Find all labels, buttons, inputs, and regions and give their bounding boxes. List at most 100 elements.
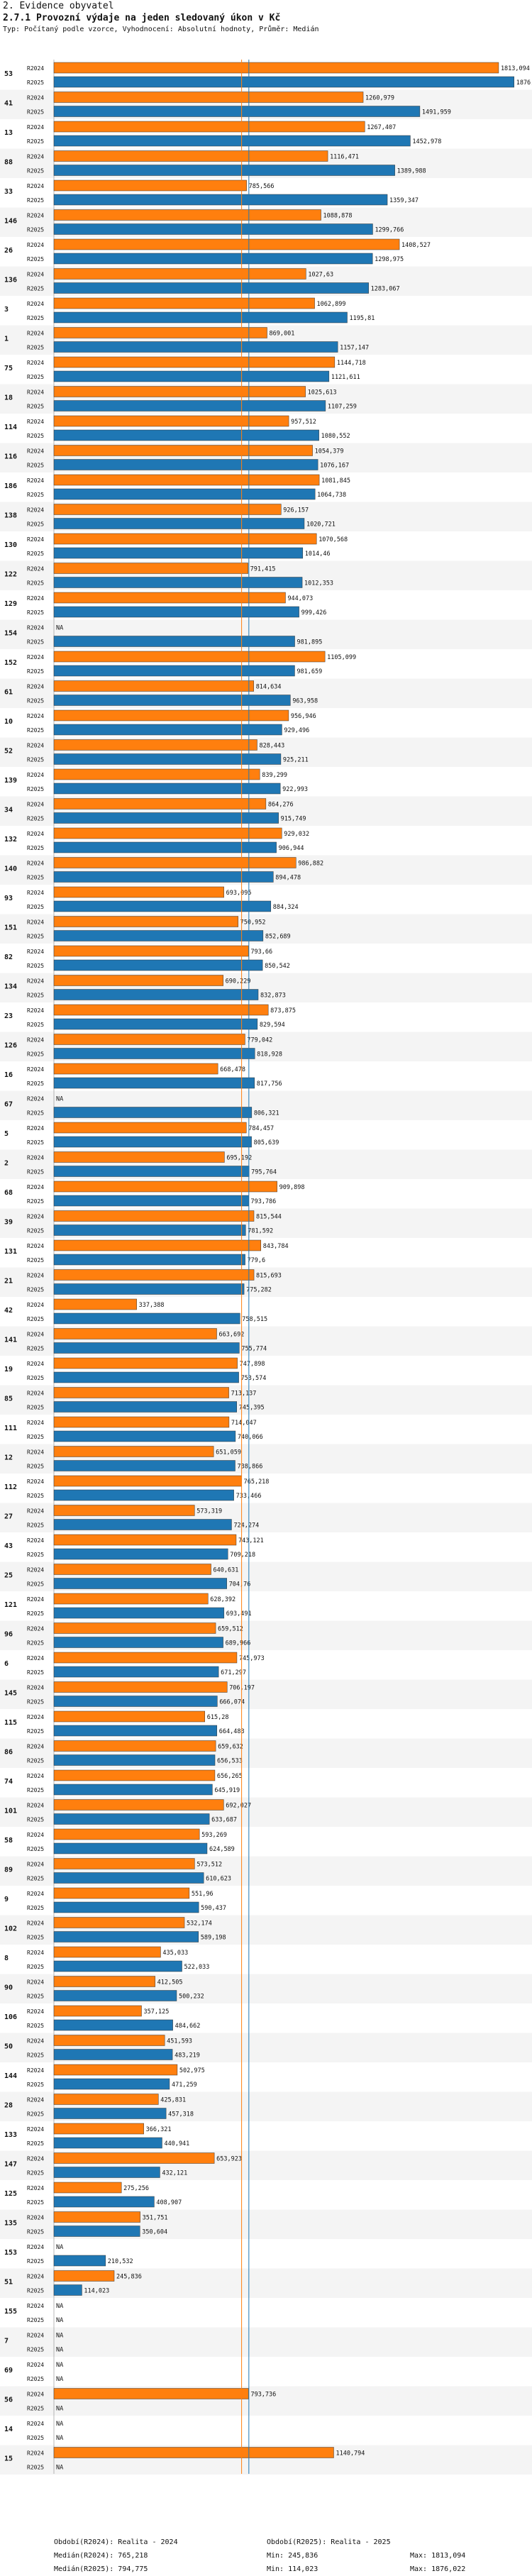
value-label-r2025-39: 781,592 xyxy=(248,1228,273,1235)
bar-r2024-34 xyxy=(53,798,267,809)
bar-r2024-27 xyxy=(53,1505,195,1516)
legend-r2024: Období(R2024): Realita - 2024 xyxy=(54,2538,178,2546)
value-label-r2024-61: 814,634 xyxy=(256,684,282,691)
value-label-r2025-74: 645,919 xyxy=(214,1787,240,1794)
row-label-125: 125 xyxy=(4,2190,17,2198)
value-label-r2025-88: 1389,988 xyxy=(397,168,426,175)
series-label: R2025 xyxy=(27,993,44,999)
value-label-r2025-6: 671,297 xyxy=(221,1669,246,1676)
na-label-r2024-153: NA xyxy=(56,2244,63,2251)
series-label: R2024 xyxy=(27,1449,44,1456)
series-label: R2025 xyxy=(27,816,44,822)
bar-r2025-53 xyxy=(53,76,514,88)
value-label-r2024-43: 743,121 xyxy=(238,1537,264,1544)
series-label: R2025 xyxy=(27,109,44,116)
value-label-r2025-27: 724,274 xyxy=(233,1522,259,1530)
series-label: R2024 xyxy=(27,1920,44,1927)
series-label: R2025 xyxy=(27,1080,44,1087)
series-label: R2025 xyxy=(27,404,44,410)
max-r2025: Max: 1876,022 xyxy=(410,2565,466,2573)
value-label-r2024-2: 695,192 xyxy=(226,1155,252,1162)
series-label: R2025 xyxy=(27,1669,44,1676)
chart-title: 2.7.1 Provozní výdaje na jeden sledovaný… xyxy=(3,13,281,23)
chart-footer: Období(R2024): Realita - 2024 Období(R20… xyxy=(54,2536,529,2576)
bar-r2025-102 xyxy=(53,1931,199,1942)
value-label-r2024-125: 275,256 xyxy=(123,2185,149,2192)
value-label-r2025-68: 793,786 xyxy=(250,1198,276,1205)
series-label: R2024 xyxy=(27,1744,44,1750)
bar-r2025-42 xyxy=(53,1312,240,1325)
series-label: R2025 xyxy=(27,374,44,380)
series-label: R2025 xyxy=(27,786,44,792)
row-label-74: 74 xyxy=(4,1778,13,1786)
row-label-135: 135 xyxy=(4,2220,17,2228)
bar-r2024-33 xyxy=(53,179,247,192)
bar-r2025-139 xyxy=(53,783,281,795)
row-label-23: 23 xyxy=(4,1012,13,1020)
series-label: R2024 xyxy=(27,1273,44,1279)
bar-r2025-121 xyxy=(53,1607,225,1619)
row-label-25: 25 xyxy=(4,1572,13,1580)
series-label: R2025 xyxy=(27,1169,44,1176)
bar-r2025-134 xyxy=(53,989,259,1000)
value-label-r2024-19: 747,898 xyxy=(240,1361,265,1368)
bar-r2025-147 xyxy=(53,2167,160,2178)
series-label: R2024 xyxy=(27,1862,44,1868)
bar-r2024-56 xyxy=(53,2388,249,2399)
series-label: R2025 xyxy=(27,1640,44,1647)
value-label-r2025-144: 471,259 xyxy=(172,2082,197,2089)
bar-r2025-39 xyxy=(53,1225,246,1236)
value-label-r2025-86: 656,533 xyxy=(217,1758,243,1765)
value-label-r2024-152: 1105,099 xyxy=(327,654,356,661)
row-label-34: 34 xyxy=(4,807,13,814)
series-label: R2025 xyxy=(27,1610,44,1617)
row-label-112: 112 xyxy=(4,1483,17,1491)
value-label-r2024-145: 706,197 xyxy=(229,1685,255,1692)
series-label: R2024 xyxy=(27,331,44,337)
series-label: R2024 xyxy=(27,1155,44,1161)
row-label-67: 67 xyxy=(4,1101,13,1109)
series-label: R2024 xyxy=(27,2038,44,2045)
series-label: R2024 xyxy=(27,1184,44,1190)
bar-r2024-5 xyxy=(53,1122,247,1134)
series-label: R2025 xyxy=(27,463,44,469)
bar-r2025-135 xyxy=(53,2226,140,2237)
bar-r2025-96 xyxy=(53,1637,223,1648)
bar-r2025-116 xyxy=(53,459,318,470)
value-label-r2024-88: 1116,471 xyxy=(330,154,359,161)
value-label-r2025-115: 664,483 xyxy=(219,1728,245,1735)
value-label-r2025-50: 483,219 xyxy=(174,2052,200,2060)
value-label-r2025-21: 775,282 xyxy=(246,1287,272,1294)
value-label-r2024-112: 765,218 xyxy=(244,1478,270,1486)
series-label: R2025 xyxy=(27,433,44,439)
series-label: R2025 xyxy=(27,1522,44,1529)
na-label-r2025-69: NA xyxy=(56,2376,63,2383)
value-label-r2024-139: 839,299 xyxy=(262,772,287,779)
row-label-52: 52 xyxy=(4,748,13,756)
value-label-r2024-86: 659,632 xyxy=(218,1744,243,1751)
bar-r2024-42 xyxy=(53,1298,137,1310)
series-label: R2024 xyxy=(27,1685,44,1691)
na-label-r2025-155: NA xyxy=(56,2317,63,2324)
bar-r2024-50 xyxy=(53,2035,165,2046)
series-label: R2024 xyxy=(27,1007,44,1014)
bar-r2025-8 xyxy=(53,1960,182,1972)
row-label-133: 133 xyxy=(4,2131,17,2139)
series-label: R2025 xyxy=(27,1728,44,1735)
series-label: R2025 xyxy=(27,492,44,498)
bar-r2024-15 xyxy=(53,2447,334,2458)
value-label-r2025-130: 1014,46 xyxy=(305,551,331,558)
value-label-r2025-111: 740,066 xyxy=(238,1434,263,1441)
series-label: R2024 xyxy=(27,2008,44,2015)
value-label-r2024-89: 573,512 xyxy=(196,1862,222,1869)
series-label: R2024 xyxy=(27,2185,44,2191)
series-label: R2025 xyxy=(27,168,44,175)
bar-r2025-131 xyxy=(53,1254,245,1266)
series-label: R2024 xyxy=(27,978,44,985)
value-label-r2025-153: 210,532 xyxy=(108,2258,133,2265)
row-label-26: 26 xyxy=(4,247,13,255)
bar-r2024-26 xyxy=(53,238,400,250)
row-label-129: 129 xyxy=(4,600,17,608)
row-label-5: 5 xyxy=(4,1130,9,1138)
value-label-r2025-52: 925,211 xyxy=(283,757,309,764)
